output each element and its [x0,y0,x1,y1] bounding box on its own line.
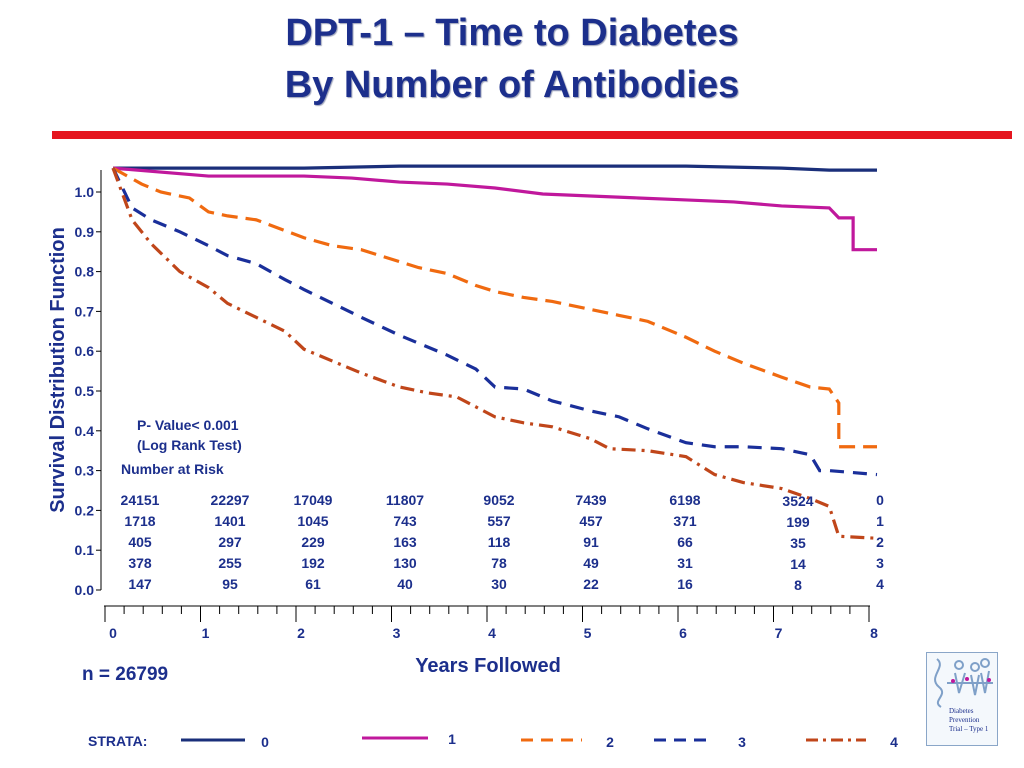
sample-size: n = 26799 [82,664,169,685]
risk-value: 297 [218,534,242,550]
strata-label: STRATA: [88,733,147,749]
x-tick-label: 6 [679,625,687,641]
risk-value: 61 [305,576,321,592]
risk-value: 95 [222,576,238,592]
risk-value: 118 [488,534,511,550]
risk-value: 40 [397,576,413,592]
risk-value: 31 [677,555,693,571]
legend-label-0: 0 [261,734,269,750]
legend-label-3: 3 [738,734,746,750]
risk-value: 1401 [214,513,245,529]
risk-value: 11807 [386,492,424,508]
risk-value: 1045 [297,513,328,529]
risk-value: 6198 [669,492,700,508]
legend-label-2: 2 [606,734,614,750]
risk-value: 1 [876,513,884,529]
y-tick-label: 0.5 [75,383,95,399]
risk-value: 22297 [211,492,250,508]
risk-value: 229 [301,534,325,550]
risk-value: 192 [301,555,325,571]
logo-line3: Trial – Type 1 [949,725,989,733]
risk-value: 22 [583,576,599,592]
risk-value: 557 [487,513,511,529]
curve-strata-0 [113,164,877,172]
risk-value: 3524 [782,493,813,509]
p-value-note: P- Value< 0.001 [137,417,239,433]
y-tick-label: 0.7 [75,303,95,319]
y-axis-label: Survival Distribution Function [47,227,69,513]
x-tick-label: 0 [109,625,117,641]
risk-value: 163 [393,534,417,550]
x-axis-label: Years Followed [415,655,561,677]
risk-value: 743 [393,513,417,529]
curve-strata-1 [112,166,877,252]
x-tick-label: 4 [488,625,496,641]
risk-value: 2 [876,534,884,550]
risk-value: 8 [794,577,802,593]
risk-value: 255 [218,555,242,571]
legend-label-1: 1 [448,731,456,747]
risk-value: 1718 [124,513,155,529]
risk-value: 7439 [575,492,606,508]
x-tick-label: 7 [775,625,783,641]
risk-value: 49 [583,555,599,571]
risk-value: 405 [128,534,152,550]
y-tick-label: 0.0 [75,582,95,598]
y-tick-label: 0.8 [75,264,95,280]
curve-strata-2 [112,166,877,449]
y-tick-label: 0.9 [75,224,95,240]
y-tick-labels: 0.0 0.1 0.2 0.3 0.4 0.5 0.6 0.7 0.8 0.9 1.0 [75,184,95,598]
risk-value: 35 [790,535,806,551]
number-at-risk-table: 2415117184053781472229714012972559517049… [121,492,885,593]
risk-value: 147 [128,576,152,592]
y-tick-label: 0.4 [75,423,95,439]
risk-value: 78 [491,555,507,571]
risk-value: 3 [876,555,884,571]
risk-value: 24151 [121,492,160,508]
risk-header: Number at Risk [121,461,224,477]
log-rank-note: (Log Rank Test) [137,437,242,453]
x-tick-label: 2 [297,625,305,641]
curve-strata-4 [111,167,878,540]
risk-value: 4 [876,576,884,592]
risk-value: 457 [579,513,603,529]
y-tick-label: 1.0 [75,184,95,200]
curve-strata-3 [111,167,878,477]
dpt-logo: Diabetes Prevention Trial – Type 1 [926,652,998,746]
page-subtitle: By Number of Antibodies [284,64,740,106]
risk-value: 0 [876,492,884,508]
risk-value: 30 [491,576,507,592]
risk-value: 199 [786,514,810,530]
y-tick-label: 0.2 [75,502,95,518]
page-title: DPT-1 – Time to Diabetes [285,12,739,54]
risk-value: 9052 [483,492,514,508]
title-rule [52,131,1012,139]
risk-value: 371 [673,513,697,529]
y-tick-label: 0.3 [75,463,95,479]
chart-axes [96,170,870,622]
risk-value: 17049 [294,492,333,508]
x-tick-label: 5 [584,625,592,641]
x-tick-label: 1 [202,625,210,641]
legend-label-4: 4 [890,734,898,750]
risk-value: 130 [393,555,417,571]
logo-line1: Diabetes [949,707,974,715]
risk-value: 91 [583,534,599,550]
x-tick-label: 8 [870,625,878,641]
survival-curves [111,164,878,540]
y-tick-label: 0.1 [75,542,95,558]
x-tick-labels: 0 1 2 3 4 5 6 7 8 [109,625,878,641]
strata-legend: 0 1 2 3 4 [181,731,898,750]
logo-line2: Prevention [949,716,980,724]
y-tick-label: 0.6 [75,343,95,359]
risk-value: 378 [128,555,152,571]
risk-value: 16 [677,576,693,592]
risk-value: 66 [677,534,693,550]
x-tick-label: 3 [393,625,401,641]
risk-value: 14 [790,556,806,572]
